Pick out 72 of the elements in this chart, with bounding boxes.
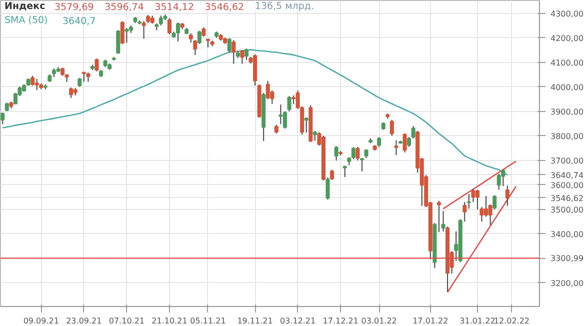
text: SMA (50) [4, 15, 48, 26]
candlestick [394, 140, 398, 156]
candlestick [86, 72, 90, 82]
candlestick [334, 146, 338, 161]
ref-line-label: 3300,99 [550, 254, 584, 264]
candlestick [312, 130, 317, 142]
candlestick [244, 48, 248, 60]
candlestick [282, 110, 287, 129]
candlestick [69, 87, 74, 98]
candlestick [167, 18, 172, 35]
x-tick-label: 17.12.21 [322, 316, 358, 326]
candlestick [462, 202, 467, 222]
x-tick-label: 31.01.22 [460, 316, 496, 326]
candlestick [505, 185, 510, 206]
candlestick [466, 193, 471, 210]
y-tick-label: 3400,00 [550, 230, 584, 239]
candlestick [496, 173, 501, 190]
candlestick [240, 50, 244, 64]
candlestick [501, 169, 506, 187]
y-tick-label: 4200,00 [550, 34, 584, 43]
x-tick-label: 17.01.22 [412, 316, 448, 326]
y-tick-label: 3700,00 [550, 156, 584, 166]
candlestick [377, 136, 382, 148]
candlestick [390, 119, 394, 136]
candlestick [34, 78, 39, 90]
candlestick [360, 157, 364, 172]
x-tick-label: 09.09.21 [23, 316, 59, 326]
chart-title: Индекс [4, 1, 46, 12]
annotation: 3579,69 [54, 2, 94, 13]
y-tick-label: 3546,62 [550, 194, 584, 203]
x-tick-label: 12.02.22 [494, 316, 530, 326]
y-tick-label: 3800,00 [550, 132, 584, 141]
candlestick [475, 189, 480, 210]
candlestick [484, 195, 488, 218]
candlestick [30, 75, 35, 86]
candlestick [0, 112, 5, 125]
y-tick-label: 4300,00 [550, 9, 584, 18]
line-series [442, 160, 517, 210]
y-tick-label: 3900,00 [550, 107, 584, 116]
candlestick [278, 104, 283, 125]
y-tick-label: 3640,74 [550, 170, 584, 180]
candlestick [124, 27, 129, 44]
y-tick-label: 3600,00 [550, 180, 584, 190]
y-tick-label: 3500,00 [550, 205, 584, 214]
x-tick-label: 21.10.21 [152, 316, 188, 326]
annotation: 3546,62 [204, 2, 244, 13]
candlestick [232, 40, 236, 64]
candlestick [197, 30, 202, 44]
annotation: 136,5 млрд. [254, 1, 314, 12]
candlestick [158, 15, 163, 26]
candlestick [176, 22, 180, 42]
y-tick-label: 4000,00 [550, 82, 584, 92]
candlestick [356, 146, 360, 161]
candlestick [436, 200, 441, 232]
candlestick [407, 136, 412, 148]
annotation: 3596,74 [104, 2, 144, 13]
x-tick-label: 03.12.21 [280, 316, 316, 326]
candlestick [266, 80, 270, 100]
x-tick-label: 19.11.21 [237, 316, 273, 326]
x-tick-label: 05.11.21 [190, 316, 226, 326]
x-tick-label: 23.09.21 [66, 316, 102, 326]
candlestick [304, 116, 308, 134]
y-tick-label: 4100,00 [550, 58, 584, 68]
candlestick [351, 146, 356, 160]
annotation: 3640,7 [62, 16, 96, 27]
annotation: 3514,12 [154, 2, 194, 13]
candlestick [82, 72, 86, 82]
candlestick [116, 30, 120, 54]
x-tick-label: 07.10.21 [108, 316, 145, 326]
x-tick-label: 03.01.22 [361, 316, 397, 326]
candlestick [120, 20, 124, 44]
y-tick-label: 3200,00 [550, 278, 584, 288]
